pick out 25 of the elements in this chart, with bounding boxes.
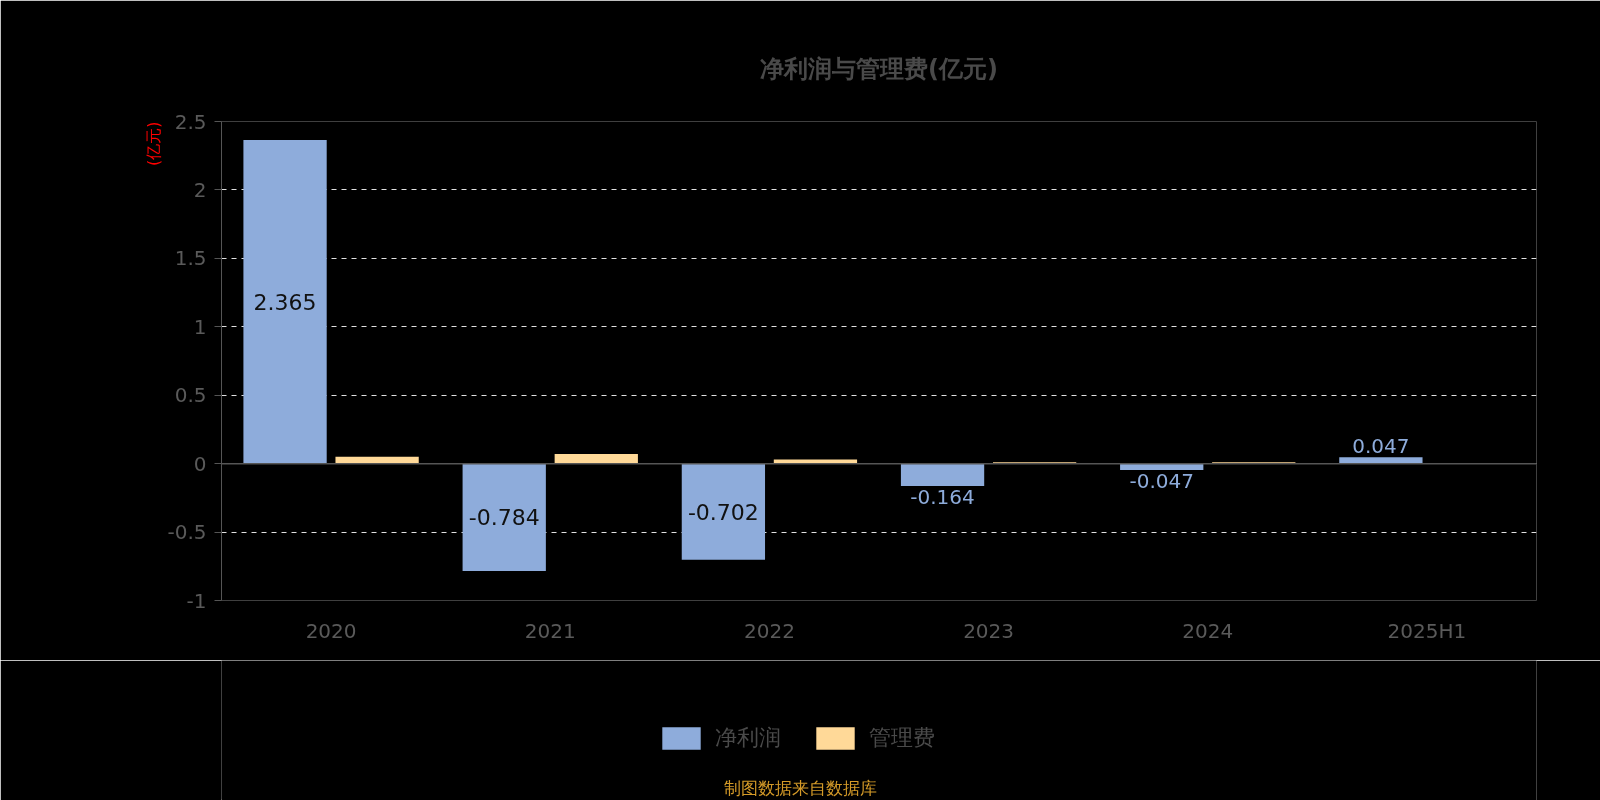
x-tick-label: 2022 xyxy=(743,618,795,643)
data-label: -0.047 xyxy=(1129,469,1194,494)
chart-title: 净利润与管理费(亿元) xyxy=(760,54,998,83)
text: 制图数据来自数据库 xyxy=(724,777,877,798)
data-label: 0.047 xyxy=(1352,434,1410,459)
data-label: -0.164 xyxy=(910,485,975,510)
y-tick-label: -1 xyxy=(186,588,207,613)
x-tick-label: 2023 xyxy=(963,618,1015,643)
y-tick-label: 2 xyxy=(193,177,207,202)
y-tick-label: 1.5 xyxy=(174,246,207,271)
y-tick-label: 2.5 xyxy=(174,109,207,134)
y-tick-label: 1 xyxy=(193,314,207,339)
y-tick-label: 0.5 xyxy=(174,383,207,408)
legend-label: 净利润 xyxy=(715,724,781,752)
data-label: 2.365 xyxy=(253,289,317,315)
data-label: -0.784 xyxy=(468,505,540,531)
x-tick-label: 2021 xyxy=(524,618,576,643)
y-tick-label: 0 xyxy=(193,451,207,476)
x-tick-label: 2024 xyxy=(1182,618,1234,643)
data-label: -0.702 xyxy=(687,499,759,525)
x-tick-label: 2025H1 xyxy=(1387,618,1467,643)
x-tick-label: 2020 xyxy=(305,618,357,643)
y-axis-title: (亿元) xyxy=(143,121,163,166)
y-tick-label: -0.5 xyxy=(167,520,207,545)
legend-label: 管理费 xyxy=(869,724,935,752)
